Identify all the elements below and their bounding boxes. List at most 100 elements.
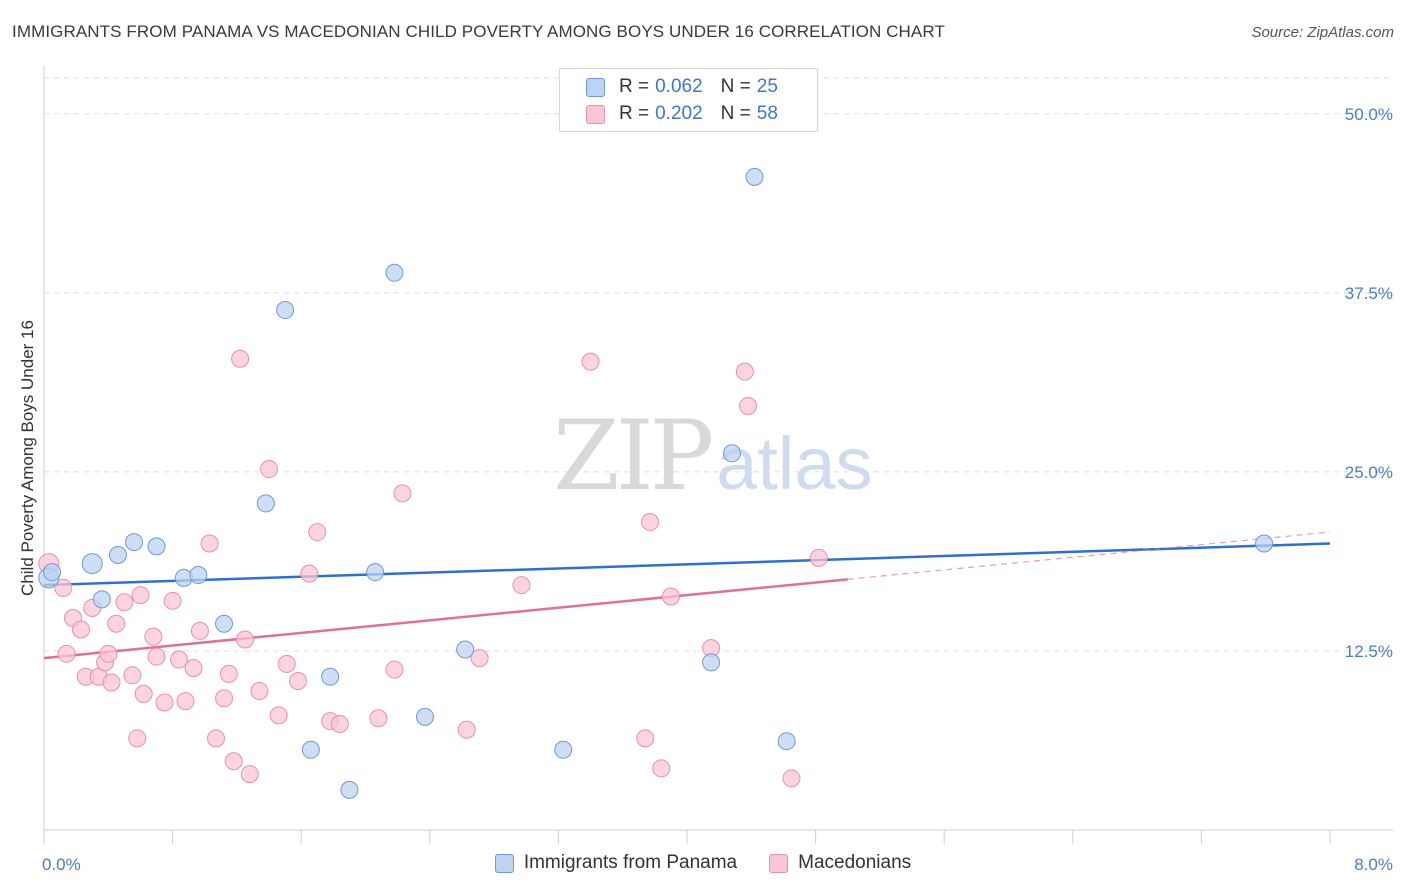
series-legend-panama: Immigrants from Panama (494, 852, 738, 874)
point-panama (276, 301, 295, 320)
point-panama (777, 732, 796, 751)
point-macedonians (144, 627, 163, 646)
chart-title: IMMIGRANTS FROM PANAMA VS MACEDONIAN CHI… (12, 22, 945, 41)
point-macedonians (128, 729, 147, 748)
point-macedonians (269, 706, 288, 725)
point-panama (147, 537, 166, 556)
point-macedonians (131, 586, 150, 605)
point-macedonians (54, 578, 73, 597)
point-macedonians (330, 715, 349, 734)
point-macedonians (231, 349, 250, 368)
point-macedonians (739, 397, 758, 416)
point-panama (215, 614, 234, 633)
series-swatch-panama (494, 853, 514, 873)
series-legend: Immigrants from Panama Macedonians (0, 852, 1406, 874)
trend-line-panama (43, 542, 1331, 587)
point-macedonians (470, 649, 489, 668)
point-macedonians (250, 682, 269, 701)
point-macedonians (782, 769, 801, 788)
point-macedonians (99, 644, 118, 663)
legend-n-label: N = (720, 103, 751, 124)
point-macedonians (176, 692, 195, 711)
point-macedonians (134, 684, 153, 703)
point-macedonians (190, 621, 209, 640)
point-macedonians (641, 513, 660, 532)
point-panama (256, 494, 275, 513)
legend-swatch-macedonians (586, 104, 605, 124)
legend-swatch-panama (586, 77, 605, 97)
point-panama (321, 667, 340, 686)
point-macedonians (288, 672, 307, 691)
series-swatch-macedonians (769, 853, 789, 873)
point-macedonians (184, 659, 203, 678)
point-panama (189, 566, 208, 585)
point-macedonians (123, 666, 142, 685)
x-tick-label: 0.0% (42, 855, 81, 874)
point-macedonians (636, 729, 655, 748)
point-macedonians (457, 720, 476, 739)
watermark-atlas: atlas (716, 422, 873, 505)
series-label-panama: Immigrants from Panama (523, 852, 738, 873)
point-macedonians (200, 534, 219, 553)
y-tick-label: 12.5% (1345, 642, 1393, 661)
source-credit: Source: ZipAtlas.com (1251, 24, 1394, 41)
series-legend-macedonians: Macedonians (769, 852, 911, 874)
point-panama (415, 707, 434, 726)
legend-row-panama: R = 0.062 N = 25 (586, 75, 778, 99)
legend-row-macedonians: R = 0.202 N = 58 (586, 102, 778, 126)
point-macedonians (215, 689, 234, 708)
point-macedonians (809, 548, 828, 567)
point-macedonians (115, 593, 134, 612)
legend-r-value: 0.202 (655, 103, 703, 124)
trend-lines (43, 531, 1331, 660)
point-panama (702, 653, 721, 672)
correlation-legend: R = 0.062 N = 25 R = 0.202 N = 58 (559, 68, 818, 132)
point-macedonians (170, 650, 189, 669)
watermark: ZIPatlas (553, 400, 873, 512)
y-axis-label: Child Poverty Among Boys Under 16 (18, 320, 37, 596)
point-macedonians (581, 352, 600, 371)
point-panama (385, 263, 404, 282)
point-macedonians (207, 729, 226, 748)
point-panama (1255, 534, 1274, 553)
point-macedonians (224, 752, 243, 771)
point-panama (92, 590, 111, 609)
trend-line-macedonians-extension (847, 531, 1331, 580)
x-tick-label: 8.0% (1354, 855, 1393, 874)
point-macedonians (219, 664, 238, 683)
point-macedonians (163, 591, 182, 610)
point-panama (108, 545, 127, 564)
point-macedonians (735, 362, 754, 381)
point-macedonians (57, 644, 76, 663)
axes (43, 66, 1393, 844)
legend-n-value: 58 (756, 103, 778, 124)
point-macedonians (385, 660, 404, 679)
y-tick-label: 25.0% (1345, 463, 1393, 482)
watermark-zip: ZIP (553, 400, 714, 512)
point-macedonians (652, 759, 671, 778)
point-panama (301, 740, 320, 759)
point-macedonians (107, 614, 126, 633)
point-panama (125, 533, 144, 552)
data-points (38, 167, 1274, 799)
point-panama (456, 640, 475, 659)
point-macedonians (308, 523, 327, 542)
legend-r-value: 0.062 (655, 76, 703, 97)
point-panama (745, 167, 764, 186)
point-macedonians (393, 484, 412, 503)
legend-r-label: R = (619, 76, 650, 97)
point-macedonians (369, 709, 388, 728)
point-panama (366, 563, 385, 582)
legend-n-value: 25 (756, 76, 778, 97)
point-macedonians (512, 576, 531, 595)
point-macedonians (240, 765, 259, 784)
point-macedonians (260, 460, 279, 479)
point-macedonians (102, 673, 121, 692)
point-panama (723, 444, 742, 463)
point-macedonians (277, 654, 296, 673)
point-macedonians (147, 647, 166, 666)
series-label-macedonians: Macedonians (798, 852, 912, 873)
point-macedonians (155, 693, 174, 712)
point-panama (43, 563, 62, 582)
